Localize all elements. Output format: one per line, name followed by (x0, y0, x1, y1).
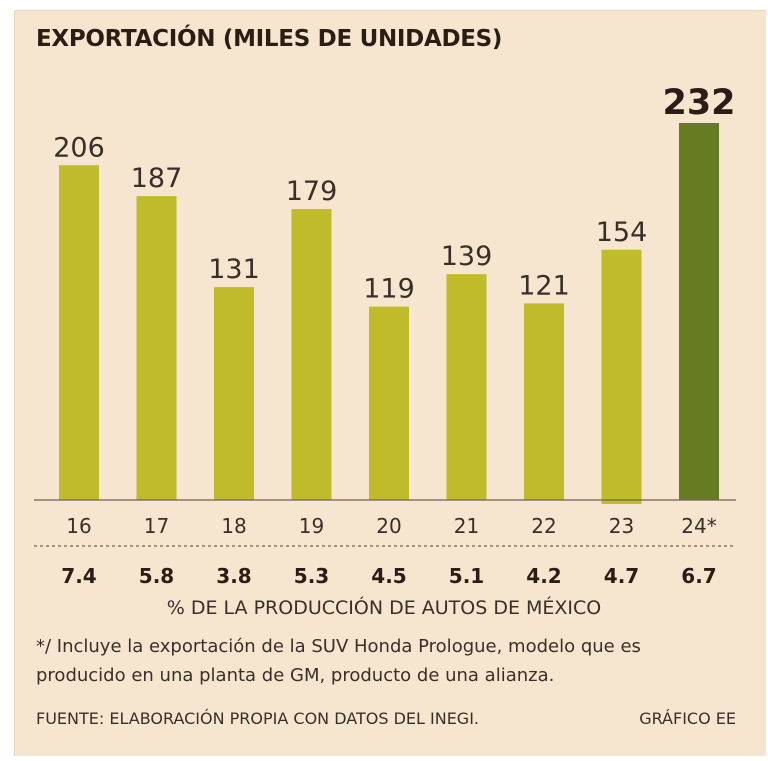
share-value: 4.7 (604, 564, 639, 588)
bar-17 (137, 196, 177, 500)
bar-16 (59, 165, 99, 500)
share-value: 5.3 (294, 564, 329, 588)
value-label: 232 (662, 83, 735, 123)
bar-21 (447, 274, 487, 500)
share-axis-label: % DE LA PRODUCCIÓN DE AUTOS DE MÉXICO (167, 595, 601, 619)
x-tick-label: 23 (609, 514, 634, 538)
source-note: FUENTE: ELABORACIÓN PROPIA CON DATOS DEL… (36, 709, 479, 728)
x-tick-label: 18 (221, 514, 246, 538)
graphic-credit: GRÁFICO EE (639, 709, 736, 728)
value-label: 139 (441, 241, 493, 272)
x-tick-label: 20 (376, 514, 401, 538)
value-label: 131 (208, 254, 260, 285)
x-tick-label: 17 (144, 514, 169, 538)
value-label: 179 (286, 176, 338, 207)
x-tick-label: 19 (299, 514, 324, 538)
share-value: 6.7 (681, 564, 716, 588)
x-tick-label: 16 (66, 514, 91, 538)
bar-20 (369, 307, 409, 500)
x-tick-label: 22 (531, 514, 556, 538)
bar-19 (292, 209, 332, 500)
share-value: 4.2 (526, 564, 561, 588)
footnote: */ Incluye la exportación de la SUV Hond… (36, 632, 736, 690)
value-label: 119 (363, 274, 415, 305)
bar-22 (524, 303, 564, 500)
x-tick-label: 24* (681, 514, 716, 538)
share-value: 5.8 (139, 564, 174, 588)
share-value: 5.1 (449, 564, 484, 588)
share-value: 4.5 (371, 564, 406, 588)
x-tick-label: 21 (454, 514, 479, 538)
bar-24 (679, 123, 719, 500)
value-label: 206 (53, 132, 105, 163)
value-label: 187 (131, 163, 183, 194)
bar-23 (602, 250, 642, 504)
value-label: 121 (518, 270, 570, 301)
share-value: 3.8 (216, 564, 251, 588)
bar-18 (214, 287, 254, 500)
value-label: 154 (596, 217, 648, 248)
share-value: 7.4 (61, 564, 96, 588)
